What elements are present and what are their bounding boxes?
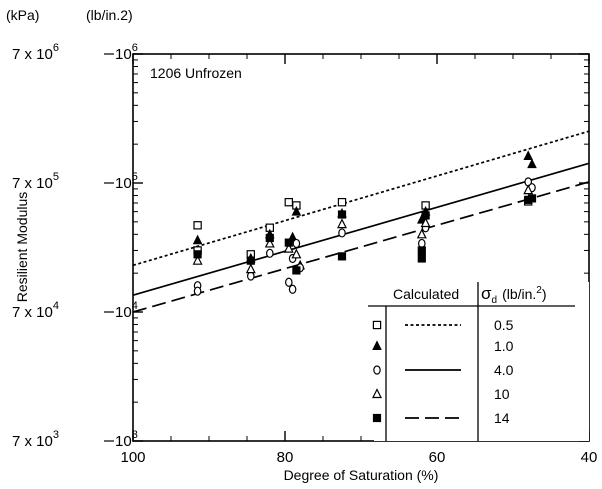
data-point-sigma-1-0 [523, 150, 534, 160]
data-point-sigma-14 [246, 256, 255, 265]
legend-marker-open-circle [373, 365, 381, 375]
data-point-sigma-14 [417, 254, 426, 263]
legend-unit: (lb/in. [502, 286, 536, 302]
data-point-sigma-4-0 [284, 277, 293, 287]
data-point-sigma-10 [192, 254, 203, 265]
x-tick-label: 40 [581, 449, 598, 466]
y-tick-label: 106 [115, 42, 138, 63]
curve-sigma-0-5 [132, 130, 590, 267]
data-point-sigma-10 [420, 217, 431, 228]
x-axis-title: Degree of Saturation (%) [284, 467, 439, 483]
legend-value: 14 [494, 410, 510, 426]
legend-unit-close: ) [542, 286, 547, 302]
x-tick-label: 60 [429, 449, 446, 466]
y-unit-primary: (lb/in.2) [86, 7, 133, 23]
legend-rows: 0.5 1.0 4.0 10 14 [372, 317, 514, 426]
legend-header-sigma: σd (lb/in.2) [481, 284, 547, 306]
legend: Calculated σd (lb/in.2) 0.5 1.0 4.0 10 14 [368, 282, 589, 441]
data-point-sigma-4-0 [417, 238, 426, 249]
y-tick-label: 104 [115, 300, 138, 321]
x-tick-label: 80 [277, 449, 294, 466]
legend-value: 10 [494, 386, 510, 402]
legend-background [374, 282, 589, 441]
data-point-sigma-10 [291, 248, 302, 259]
data-point-sigma-14 [265, 233, 274, 243]
data-point-sigma-0-5 [193, 221, 202, 230]
data-point-sigma-10 [264, 237, 275, 248]
data-point-sigma-14 [417, 246, 426, 255]
legend-row: 4.0 [373, 362, 514, 378]
legend-marker-filled-square [372, 413, 382, 423]
data-point-sigma-1-0 [291, 206, 302, 216]
y-unit-primary-text: (lb/in.2) [86, 7, 133, 23]
y-unit-secondary: (kPa) [6, 7, 39, 23]
y-axis-title: Resilient Modulus [14, 192, 30, 303]
data-point-sigma-14 [337, 252, 347, 261]
plot-frame [132, 53, 590, 442]
legend-value: 0.5 [494, 317, 514, 333]
data-point-sigma-0-5 [337, 197, 347, 207]
x-tick-label: 100 [120, 449, 145, 466]
data-point-sigma-1-0 [527, 158, 537, 169]
legend-row: 1.0 [372, 338, 514, 354]
data-point-sigma-4-0 [265, 248, 274, 258]
data-point-sigma-14 [337, 210, 347, 219]
y-secondary-tick-label: 7 x 105 [12, 171, 59, 192]
legend-value: 1.0 [494, 338, 514, 354]
data-point-sigma-4-0 [338, 228, 346, 238]
legend-row: 10 [372, 386, 510, 402]
data-point-sigma-4-0 [193, 286, 202, 296]
legend-sigma-subscript: d [492, 295, 498, 306]
data-point-sigma-10 [245, 263, 256, 274]
legend-row: 0.5 [372, 317, 514, 333]
legend-marker-open-square [372, 320, 382, 330]
legend-marker-filled-triangle [372, 340, 382, 350]
data-point-sigma-14 [292, 266, 301, 275]
data-point-sigma-10 [283, 242, 294, 253]
data-point-sigma-14 [193, 250, 202, 259]
y-secondary-tick-label: 7 x 106 [12, 42, 59, 63]
data-points [192, 150, 537, 296]
data-point-sigma-10 [337, 218, 347, 229]
data-point-sigma-1-0 [192, 234, 203, 245]
y-tick-label: 103 [115, 429, 138, 450]
legend-header-calculated: Calculated [393, 286, 459, 302]
y-tick-label: 105 [115, 171, 138, 192]
data-point-sigma-0-5 [284, 197, 294, 207]
chart-annotation: 1206 Unfrozen [150, 65, 242, 81]
data-point-sigma-4-0 [247, 271, 255, 281]
data-point-sigma-14 [284, 238, 293, 247]
legend-value: 4.0 [494, 362, 514, 378]
legend-sigma-symbol: σ [481, 284, 492, 303]
legend-row: 14 [372, 410, 510, 426]
data-point-sigma-14 [527, 194, 537, 203]
x-axis: 100 80 60 40 [120, 54, 597, 466]
legend-unit-exponent: 2 [536, 285, 542, 296]
data-point-sigma-4-0 [288, 284, 297, 294]
data-point-sigma-14 [421, 211, 430, 220]
data-point-sigma-4-0 [292, 238, 301, 249]
data-point-sigma-10 [416, 228, 427, 239]
y-secondary-tick-label: 7 x 104 [12, 300, 59, 321]
curve-sigma-4-0 [132, 162, 590, 297]
legend-marker-open-triangle [372, 388, 382, 399]
y-secondary-tick-label: 7 x 103 [12, 429, 59, 450]
data-point-sigma-10 [523, 184, 534, 195]
calculated-curves [132, 130, 590, 313]
